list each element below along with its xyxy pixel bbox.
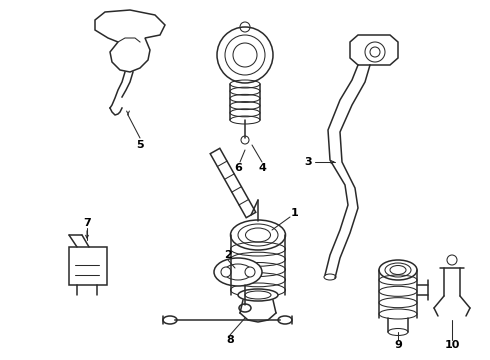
Text: 8: 8 xyxy=(226,335,234,345)
Circle shape xyxy=(225,35,265,75)
Text: 6: 6 xyxy=(234,163,242,173)
Circle shape xyxy=(245,267,255,277)
Text: 10: 10 xyxy=(444,340,460,350)
Ellipse shape xyxy=(379,260,417,280)
Circle shape xyxy=(365,42,385,62)
Text: 9: 9 xyxy=(394,340,402,350)
Ellipse shape xyxy=(238,224,278,246)
Ellipse shape xyxy=(230,220,286,250)
Text: 7: 7 xyxy=(83,218,91,228)
Ellipse shape xyxy=(385,263,411,277)
FancyBboxPatch shape xyxy=(69,247,107,285)
Ellipse shape xyxy=(224,264,252,280)
Circle shape xyxy=(217,27,273,83)
Ellipse shape xyxy=(388,328,408,336)
Circle shape xyxy=(221,267,231,277)
Ellipse shape xyxy=(239,304,251,312)
Text: 3: 3 xyxy=(304,157,312,167)
Text: 1: 1 xyxy=(291,208,299,218)
Ellipse shape xyxy=(214,258,262,286)
Text: 4: 4 xyxy=(258,163,266,173)
Circle shape xyxy=(447,255,457,265)
Ellipse shape xyxy=(238,289,278,301)
Ellipse shape xyxy=(278,316,292,324)
Ellipse shape xyxy=(163,316,177,324)
Text: 5: 5 xyxy=(136,140,144,150)
Text: 2: 2 xyxy=(224,250,232,260)
